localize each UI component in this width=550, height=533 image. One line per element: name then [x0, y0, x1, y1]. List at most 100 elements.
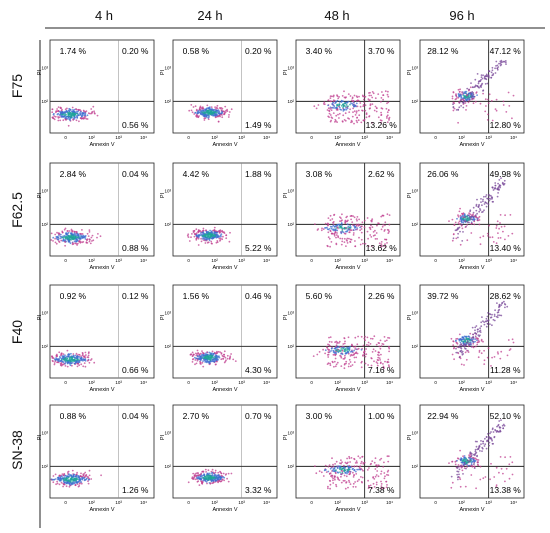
- scatter-point: [328, 344, 331, 346]
- scatter-point: [500, 304, 503, 306]
- scatter-point: [203, 117, 206, 120]
- scatter-point: [53, 478, 55, 481]
- scatter-point: [75, 119, 78, 122]
- scatter-point: [486, 439, 488, 442]
- scatter-point: [343, 241, 346, 244]
- scatter-point: [207, 474, 210, 477]
- scatter-point: [71, 106, 74, 109]
- scatter-point: [511, 461, 514, 464]
- scatter-point: [482, 320, 484, 322]
- scatter-point: [380, 470, 383, 473]
- scatter-point: [83, 111, 85, 114]
- scatter-point: [94, 112, 96, 115]
- scatter-point: [67, 231, 70, 234]
- scatter-point: [478, 349, 481, 352]
- scatter-point: [480, 201, 482, 204]
- scatter-point: [59, 357, 62, 359]
- scatter-point: [476, 454, 478, 457]
- scatter-point: [219, 107, 222, 110]
- x-tick-label: 0: [434, 135, 437, 140]
- scatter-point: [340, 365, 343, 367]
- scatter-point: [500, 350, 503, 353]
- scatter-point: [73, 110, 76, 113]
- y-axis-label: PI: [37, 69, 43, 75]
- scatter-point: [355, 119, 358, 122]
- quadrant-lower-right-label: 0.88 %: [122, 243, 149, 253]
- scatter-point: [86, 239, 88, 242]
- scatter-point: [496, 68, 499, 71]
- scatter-point: [360, 228, 363, 230]
- scatter-point: [453, 358, 455, 361]
- scatter-point: [482, 235, 485, 238]
- x-tick-label: 10²: [334, 258, 341, 263]
- scatter-point: [360, 121, 363, 124]
- scatter-point: [77, 114, 80, 117]
- scatter-point: [373, 360, 375, 363]
- scatter-point: [459, 478, 462, 481]
- scatter-point: [353, 353, 355, 356]
- scatter-point: [470, 474, 473, 476]
- scatter-point: [348, 358, 351, 361]
- scatter-point: [53, 362, 56, 364]
- scatter-point: [371, 351, 374, 353]
- scatter-point: [193, 113, 196, 115]
- scatter-point: [457, 88, 460, 91]
- scatter-point: [475, 451, 478, 454]
- scatter-point: [491, 442, 494, 445]
- scatter-point: [327, 217, 330, 220]
- scatter-point: [75, 475, 78, 478]
- scatter-point: [63, 483, 66, 486]
- x-tick-label: 0: [64, 135, 67, 140]
- scatter-point: [354, 345, 357, 348]
- scatter-point: [211, 358, 214, 361]
- scatter-point: [367, 245, 370, 248]
- scatter-point: [362, 355, 364, 357]
- scatter-point: [364, 335, 366, 338]
- panel-frame: [295, 284, 401, 379]
- scatter-point: [484, 195, 487, 198]
- scatter-point: [81, 352, 84, 355]
- scatter-point: [355, 351, 358, 354]
- scatter-point: [501, 424, 504, 427]
- scatter-point: [346, 348, 349, 351]
- scatter-point: [216, 104, 219, 107]
- scatter-point: [76, 475, 79, 477]
- scatter-point: [489, 198, 492, 200]
- scatter-point: [346, 351, 349, 353]
- scatter-point: [61, 475, 63, 478]
- y-axis-label: PI: [407, 69, 413, 75]
- scatter-point: [340, 220, 343, 222]
- scatter-point: [457, 222, 460, 224]
- scatter-point: [482, 477, 485, 480]
- scatter-point: [199, 230, 202, 233]
- scatter-point: [202, 471, 205, 473]
- scatter-point: [484, 476, 487, 478]
- scatter-point: [345, 475, 348, 478]
- scatter-point: [491, 356, 493, 359]
- scatter-point: [70, 478, 73, 481]
- scatter-point: [354, 486, 357, 488]
- scatter-point: [361, 455, 364, 458]
- scatter-point: [380, 111, 382, 114]
- scatter-point: [474, 440, 477, 443]
- scatter-point: [479, 331, 482, 333]
- scatter-point: [343, 479, 346, 482]
- scatter-point: [353, 349, 355, 352]
- scatter-point: [487, 347, 490, 349]
- scatter-point: [383, 477, 386, 480]
- scatter-point: [340, 468, 342, 471]
- scatter-point: [61, 473, 64, 475]
- scatter-point: [380, 97, 383, 99]
- scatter-point: [387, 336, 389, 339]
- scatter-point: [366, 230, 369, 233]
- scatter-point: [332, 353, 335, 356]
- scatter-point: [456, 342, 458, 344]
- scatter-point: [479, 209, 482, 212]
- scatter-point: [203, 235, 206, 238]
- scatter-point: [356, 227, 359, 230]
- scatter-point: [333, 476, 336, 479]
- scatter-point: [472, 453, 475, 456]
- scatter-point: [384, 243, 386, 246]
